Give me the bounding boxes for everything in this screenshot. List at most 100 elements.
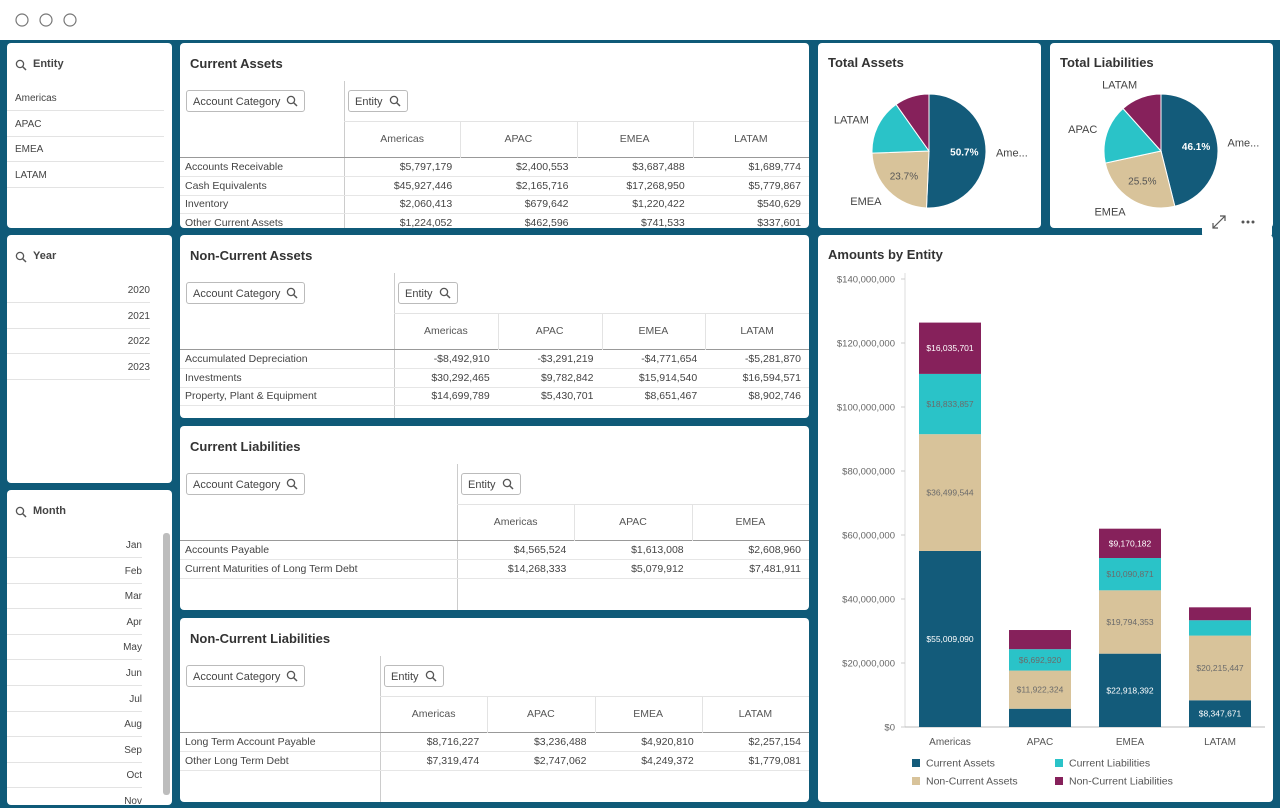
cell: $5,797,179 (399, 161, 453, 173)
cell: $1,689,774 (748, 161, 801, 173)
bar-value-label: $16,035,701 (926, 343, 974, 353)
bar-value-label: $10,090,871 (1106, 569, 1154, 579)
search-icon-ring (286, 287, 296, 297)
column-divider (574, 504, 576, 541)
search-icon (15, 251, 27, 263)
search-button[interactable]: Entity (348, 90, 408, 112)
cell: $7,319,474 (426, 754, 480, 767)
search-button-label: Entity (391, 671, 419, 683)
filter-item[interactable]: Jan (7, 533, 142, 558)
filter-title: Month (33, 505, 66, 517)
scrollbar[interactable] (163, 533, 170, 795)
expand-button[interactable] (1212, 215, 1226, 229)
cell: $1,224,052 (399, 216, 453, 229)
filter-pane[interactable]: Year 2020 2021 2022 2023 (7, 235, 172, 483)
y-tick-label: $120,000,000 (837, 339, 895, 350)
legend-item[interactable]: Current Assets (912, 758, 995, 770)
column-divider (380, 656, 381, 802)
cell: -$8,492,910 (433, 353, 490, 365)
filter-item[interactable]: Sep (7, 738, 142, 763)
cell: $8,651,467 (644, 390, 698, 402)
window-button[interactable] (15, 13, 29, 27)
row-label: Long Term Account Payable (185, 736, 316, 748)
legend-swatch (912, 777, 920, 785)
slice-category-label: Ame... (996, 148, 1028, 160)
search-icon-handle (396, 102, 401, 107)
chart-title: Amounts by Entity (828, 247, 944, 262)
row-divider (180, 176, 809, 177)
column-divider (594, 696, 596, 733)
header-rule (180, 732, 809, 733)
filter-item[interactable]: Jul (7, 687, 142, 712)
column-header: EMEA (638, 325, 669, 337)
slice-category-label: LATAM (1102, 80, 1137, 92)
filter-item[interactable]: 2021 (7, 304, 150, 329)
search-button[interactable]: Account Category (186, 90, 306, 112)
search-icon-ring (15, 506, 25, 516)
legend-item[interactable]: Non-Current Assets (912, 776, 1018, 788)
filter-item[interactable]: 2023 (7, 355, 150, 380)
search-icon-ring (439, 287, 449, 297)
filter-item[interactable]: Feb (7, 559, 142, 584)
more-button[interactable] (1241, 220, 1255, 224)
cell: $7,481,911 (749, 562, 801, 575)
filter-item[interactable]: Aug (7, 712, 142, 738)
column-header: EMEA (619, 133, 650, 145)
cell: $4,920,810 (641, 736, 694, 748)
window-button[interactable] (63, 13, 77, 27)
slice-category-label: EMEA (1094, 206, 1126, 218)
filter-item[interactable]: LATAM (7, 163, 164, 188)
chart-title: Total Assets (828, 55, 904, 70)
search-icon (439, 287, 451, 299)
search-button[interactable]: Entity (461, 473, 521, 495)
column-divider (576, 121, 578, 158)
filter-item[interactable]: APAC (7, 112, 164, 137)
x-tick-label: APAC (1027, 737, 1054, 748)
search-button-label: Entity (468, 479, 496, 491)
column-divider (394, 273, 395, 418)
search-button[interactable]: Account Category (186, 282, 306, 304)
column-header: APAC (619, 516, 647, 528)
column-divider (487, 696, 489, 733)
filter-item[interactable]: Apr (7, 610, 142, 635)
filter-item[interactable]: Americas (7, 86, 164, 111)
column-header: LATAM (740, 325, 774, 337)
search-button-label: Entity (355, 96, 383, 108)
search-icon-handle (446, 294, 451, 299)
legend-item[interactable]: Current Liabilities (1055, 758, 1150, 770)
filter-pane[interactable]: Month Jan Feb Mar Apr May Jun Jul Aug Sep Oct Nov (7, 490, 172, 805)
filter-item[interactable]: EMEA (7, 137, 164, 163)
filter-item[interactable]: Oct (7, 763, 142, 789)
row-divider (180, 405, 809, 406)
cell: $3,687,488 (632, 161, 685, 173)
filter-item[interactable]: 2022 (7, 329, 150, 355)
y-tick-label: $80,000,000 (842, 467, 895, 478)
search-icon (286, 287, 298, 299)
cell: $462,596 (524, 216, 569, 229)
filter-item[interactable]: Nov (7, 789, 142, 805)
y-tick-label: $100,000,000 (837, 403, 895, 414)
pie-slice (1103, 107, 1162, 164)
search-button[interactable]: Account Category (186, 473, 306, 495)
column-divider (457, 464, 458, 610)
legend-item[interactable]: Non-Current Liabilities (1055, 776, 1173, 788)
filter-item[interactable]: Mar (7, 584, 142, 610)
search-button[interactable]: Entity (398, 282, 458, 304)
slice-category-label: EMEA (850, 196, 882, 208)
chart-panel: Total Liabilities 46.1% Ame... 25.5% EMEA APA… (1050, 43, 1273, 228)
column-divider (460, 121, 462, 158)
filter-item[interactable]: May (7, 635, 142, 661)
bar-value-label: $36,499,544 (926, 488, 974, 498)
slice-value-label: 23.7% (890, 171, 918, 182)
filter-item[interactable]: Jun (7, 661, 142, 686)
filter-item[interactable]: 2020 (7, 278, 150, 303)
search-button[interactable]: Account Category (186, 665, 306, 687)
cell: $3,236,488 (533, 736, 587, 748)
column-header: APAC (526, 708, 555, 720)
window-button[interactable] (39, 13, 53, 27)
cell: $337,601 (757, 216, 801, 229)
bar-segment (1189, 635, 1251, 701)
filter-pane[interactable]: Entity Americas APAC EMEA LATAM (7, 43, 172, 228)
search-button[interactable]: Entity (384, 665, 444, 687)
